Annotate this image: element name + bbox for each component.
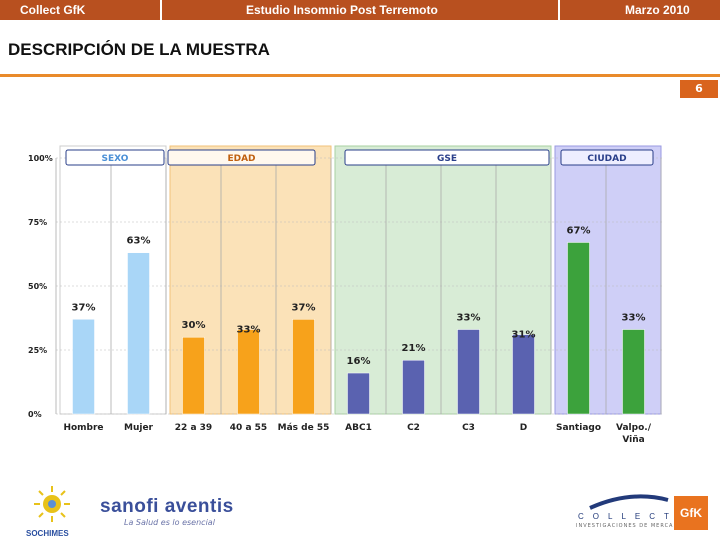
category-label: Santiago [556,423,601,433]
sochimes-logo: SOCHIMES [26,486,70,538]
bar-c3 [457,329,480,415]
page-number: 6 [680,80,718,98]
bar-22-a-39 [182,336,205,415]
category-label: C3 [462,423,475,433]
category-label: D [520,423,527,433]
data-label: 31% [512,330,536,341]
data-label: 63% [127,236,151,247]
y-tick-label: 25% [28,346,47,355]
header-separator [558,0,560,20]
title-rule [0,74,720,77]
bar-d [512,334,535,415]
category-label: Viña [622,435,644,445]
data-label: 33% [622,313,646,324]
data-label: 37% [72,302,96,313]
bar-chart: 0% 25% 50% 75% 100% 37% Hombre 63% Mujer 30% 22 a … [28,145,662,445]
group-header-label: SEXO [102,154,129,164]
sochimes-text: SOCHIMES [26,529,69,538]
bar-santiago [567,242,590,415]
category-label: ABC1 [345,423,372,433]
bar-hombre [72,319,95,415]
sun-icon [34,486,70,522]
data-label: 37% [292,302,316,313]
sanofi-logo: sanofi aventis La Salud es lo esencial [100,496,234,527]
header-left-text: Collect GfK [20,3,86,17]
data-label: 30% [182,320,206,331]
data-label: 67% [567,225,591,236]
data-label: 33% [457,313,481,324]
bar-40-a-55 [237,329,260,415]
group-header-gse [344,149,550,166]
header-center-text: Estudio Insomnio Post Terremoto [246,3,438,17]
swoosh-icon [589,494,669,510]
y-tick-label: 50% [28,282,47,291]
bar-mujer [127,252,150,415]
collect-gfk-logo: COLLECT INVESTIGACIONES DE MERCADO GfK [570,492,720,540]
header-separator [160,0,162,20]
group-header-label: EDAD [227,154,255,164]
group-header-label: CIUDAD [587,154,626,164]
group-header-label: GSE [437,154,457,164]
bar-m-s-de-55 [292,319,315,415]
y-tick-label: 0% [28,410,42,419]
category-label: 40 a 55 [230,423,267,433]
bar-valpo-vi-a [622,329,645,415]
bar-c2 [402,359,425,415]
data-label: 33% [237,325,261,336]
header-bar: Collect GfK Estudio Insomnio Post Terrem… [0,0,720,20]
group-header-sexo [65,149,165,166]
collect-subtitle: INVESTIGACIONES DE MERCADO [576,523,684,529]
y-tick-label: 100% [28,154,53,163]
data-label: 21% [402,343,426,354]
data-label: 16% [347,356,371,367]
header-right-text: Marzo 2010 [625,3,690,17]
sanofi-name: sanofi aventis [100,496,234,517]
collect-name: COLLECT [578,512,678,521]
group-header-edad [167,149,316,166]
sanofi-tagline: La Salud es lo esencial [124,518,215,527]
group-header-ciudad [560,149,654,166]
category-label: Valpo./ [616,423,652,433]
y-tick-label: 75% [28,218,47,227]
page-title: DESCRIPCIÓN DE LA MUESTRA [8,40,270,59]
category-label: Mujer [124,423,154,433]
category-label: 22 a 39 [175,423,212,433]
gfk-logo: GfK [674,496,708,530]
category-label: C2 [407,423,420,433]
bar-abc1 [347,372,370,415]
category-label: Hombre [63,423,103,433]
category-label: Más de 55 [278,423,330,433]
